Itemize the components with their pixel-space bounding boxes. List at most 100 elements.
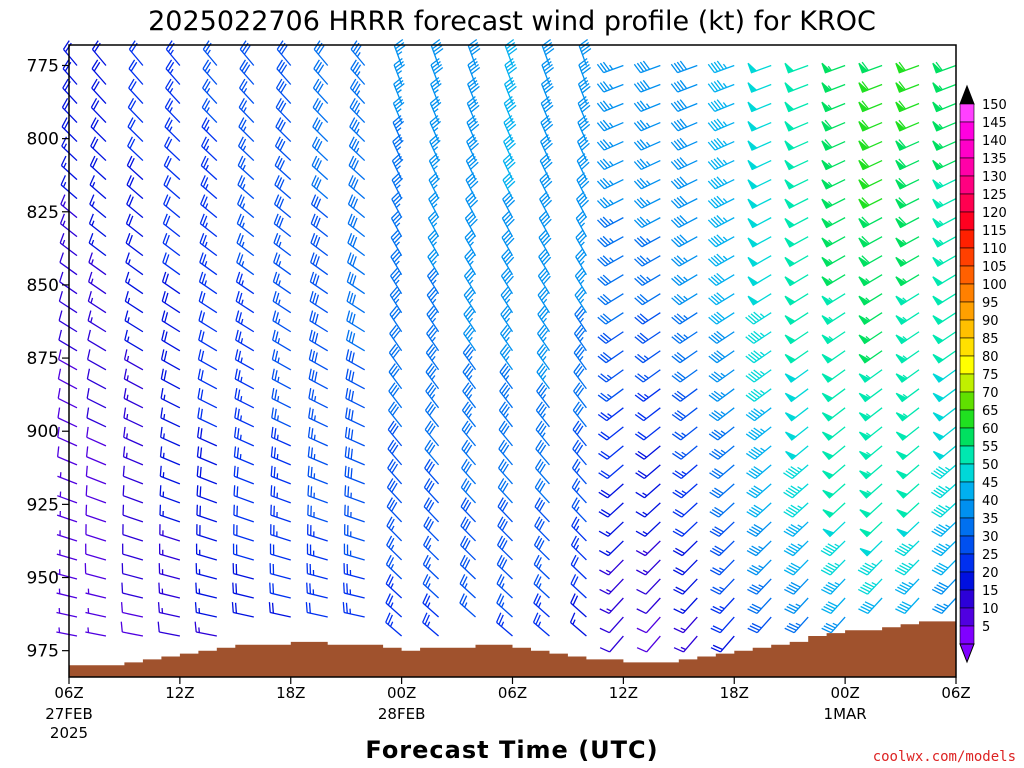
wind-barb	[160, 349, 181, 371]
wind-barb	[125, 233, 144, 257]
wind-barb	[578, 57, 591, 85]
wind-barb	[393, 57, 406, 85]
wind-barb	[232, 543, 254, 561]
wind-barb	[932, 388, 957, 403]
wind-barb	[159, 524, 181, 542]
wind-barb	[746, 464, 772, 480]
wind-barb	[460, 478, 477, 504]
wind-barb	[236, 213, 255, 238]
wind-barb	[633, 100, 661, 112]
wind-barb	[671, 255, 698, 267]
wind-barb	[745, 330, 772, 344]
wind-barb	[124, 291, 144, 314]
wind-barb	[895, 407, 920, 422]
wind-barb	[428, 172, 441, 199]
wind-barb	[462, 344, 477, 371]
wind-barb	[635, 464, 661, 480]
wind-barb	[707, 60, 735, 74]
colorbar-swatch	[959, 121, 975, 141]
credit-text: coolwx.com/models	[873, 749, 1016, 765]
wind-barb	[461, 458, 477, 485]
wind-barb	[822, 464, 846, 480]
wind-barb	[270, 446, 292, 466]
wind-barb	[821, 236, 846, 248]
wind-barb	[895, 119, 920, 132]
wind-barb	[634, 369, 661, 383]
wind-barb	[747, 293, 772, 306]
wind-barb	[198, 271, 218, 295]
wind-barb	[467, 77, 480, 104]
wind-barb	[196, 504, 218, 523]
colorbar-label: 115	[982, 224, 1007, 239]
wind-barb	[634, 274, 661, 286]
wind-barb	[596, 139, 624, 151]
colorbar-swatch	[959, 571, 975, 591]
wind-barb	[127, 136, 144, 162]
wind-barb	[195, 582, 217, 599]
wind-barb	[634, 331, 661, 344]
x-tick-label: 18Z	[720, 684, 749, 702]
wind-barb	[783, 540, 809, 557]
wind-barb	[422, 593, 440, 618]
wind-barb	[162, 252, 181, 276]
colorbar-label: 125	[982, 188, 1007, 203]
wind-barb	[164, 136, 181, 162]
wind-barb	[124, 310, 144, 333]
colorbar-swatch	[959, 283, 975, 303]
wind-barb	[89, 194, 107, 219]
wind-barb	[858, 369, 883, 383]
wind-barb	[932, 369, 957, 383]
colorbar-label: 70	[982, 386, 999, 401]
wind-barb	[575, 229, 587, 256]
wind-barb	[671, 293, 698, 306]
wind-barb	[498, 401, 514, 428]
wind-barb	[345, 329, 365, 352]
wind-barb	[746, 483, 772, 499]
wind-barb	[573, 344, 587, 371]
wind-barb	[128, 78, 144, 104]
wind-barb	[534, 497, 550, 523]
wind-barb	[859, 464, 883, 480]
wind-barb	[895, 158, 920, 171]
wind-barb	[496, 554, 513, 580]
wind-barb	[162, 233, 181, 257]
wind-barb	[597, 235, 624, 248]
wind-barb	[747, 101, 772, 113]
wind-barb	[426, 305, 440, 333]
wind-barb	[673, 635, 698, 653]
wind-barb	[571, 458, 587, 485]
wind-barb	[784, 578, 809, 595]
wind-barb	[235, 329, 255, 352]
wind-barb	[597, 426, 624, 441]
wind-barb	[467, 57, 481, 85]
wind-barb	[349, 117, 366, 143]
colorbar-label: 45	[982, 476, 999, 491]
wind-barb	[503, 134, 516, 161]
wind-barb	[784, 293, 809, 306]
wind-barb	[710, 597, 735, 615]
wind-barb	[274, 155, 292, 181]
wind-barb	[85, 524, 107, 542]
wind-barb	[275, 97, 292, 123]
wind-barb	[708, 369, 735, 383]
wind-barb	[425, 363, 440, 390]
wind-barb	[310, 252, 329, 276]
wind-barb	[783, 521, 809, 537]
wind-barb	[599, 578, 624, 595]
wind-barb	[239, 59, 255, 85]
wind-barb	[538, 248, 552, 276]
wind-barb	[784, 388, 809, 403]
wind-barb	[159, 504, 181, 523]
wind-barb	[821, 101, 846, 113]
wind-barb	[238, 117, 255, 143]
wind-barb	[822, 502, 846, 518]
wind-barb	[276, 59, 292, 85]
wind-barb	[194, 621, 217, 637]
wind-barb	[633, 119, 661, 132]
wind-barb	[571, 478, 587, 504]
wind-barb	[895, 350, 920, 364]
wind-barb	[784, 350, 809, 364]
wind-barb	[857, 578, 883, 595]
wind-barb	[596, 81, 624, 93]
wind-barb	[234, 388, 255, 409]
